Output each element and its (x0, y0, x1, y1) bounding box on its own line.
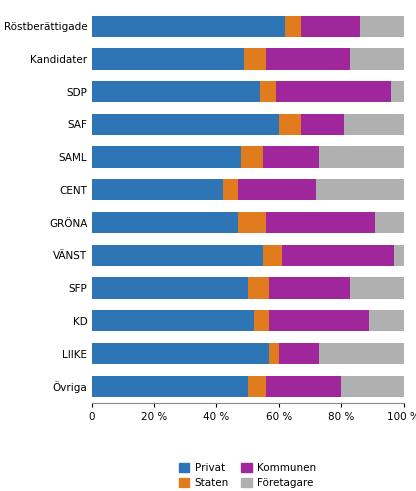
Bar (92, 376, 248, 397)
Bar (276, 81, 391, 102)
Bar (92, 48, 245, 70)
Bar (238, 212, 266, 233)
Bar (279, 114, 300, 135)
Bar (319, 343, 404, 364)
Bar (351, 48, 404, 70)
Bar (376, 212, 404, 233)
Bar (92, 146, 241, 168)
Bar (279, 343, 319, 364)
Bar (92, 245, 263, 266)
Bar (391, 81, 404, 102)
Bar (238, 179, 316, 200)
Legend: Privat, Staten, Kommunen, Företagare: Privat, Staten, Kommunen, Företagare (175, 459, 320, 491)
Bar (351, 277, 404, 299)
Bar (266, 376, 341, 397)
Bar (263, 146, 319, 168)
Bar (254, 310, 270, 331)
Bar (341, 376, 404, 397)
Bar (394, 245, 404, 266)
Bar (241, 146, 263, 168)
Bar (92, 114, 279, 135)
Bar (92, 212, 238, 233)
Bar (92, 81, 260, 102)
Bar (248, 277, 270, 299)
Bar (92, 310, 254, 331)
Bar (344, 114, 404, 135)
Bar (285, 16, 300, 37)
Bar (266, 212, 376, 233)
Bar (300, 114, 344, 135)
Bar (92, 16, 285, 37)
Bar (92, 277, 248, 299)
Bar (369, 310, 404, 331)
Bar (270, 310, 369, 331)
Bar (319, 146, 404, 168)
Bar (282, 245, 394, 266)
Bar (223, 179, 238, 200)
Bar (360, 16, 404, 37)
Bar (266, 48, 351, 70)
Bar (92, 179, 223, 200)
Bar (263, 245, 282, 266)
Bar (92, 343, 270, 364)
Bar (316, 179, 404, 200)
Bar (260, 81, 276, 102)
Bar (245, 48, 266, 70)
Bar (270, 343, 279, 364)
Bar (270, 277, 351, 299)
Bar (248, 376, 266, 397)
Bar (300, 16, 360, 37)
